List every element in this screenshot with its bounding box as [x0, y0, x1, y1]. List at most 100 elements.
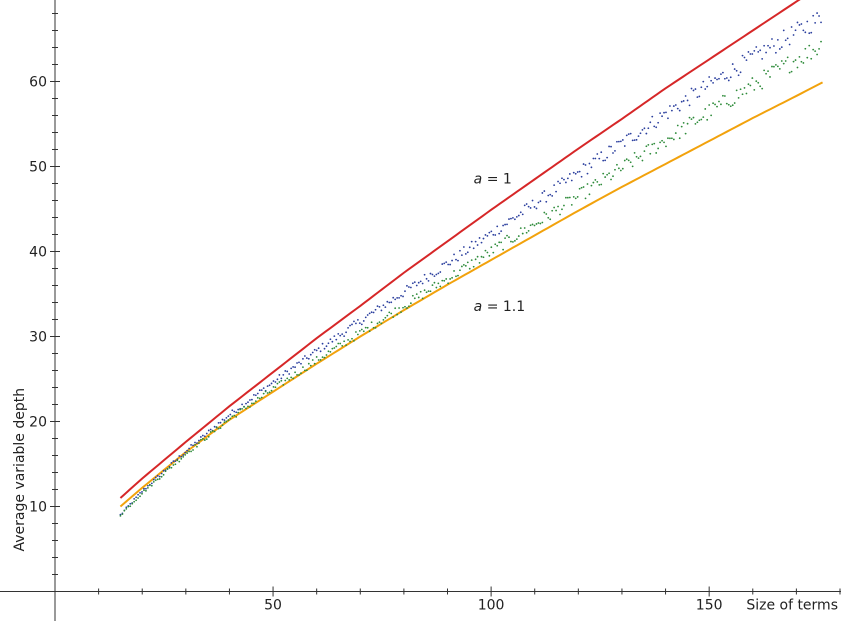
- series-point: [431, 273, 434, 276]
- series-point: [239, 408, 242, 411]
- series-point: [290, 376, 293, 379]
- series-point: [364, 326, 367, 329]
- series-point: [784, 60, 787, 62]
- series-point: [741, 93, 744, 96]
- series-point: [347, 339, 349, 341]
- series-point: [796, 21, 799, 24]
- series-point: [602, 159, 605, 162]
- series-point: [533, 206, 536, 208]
- series-point: [517, 235, 520, 237]
- series-point: [372, 326, 375, 329]
- series-point: [566, 196, 569, 199]
- series-point: [396, 313, 399, 316]
- series-point: [661, 139, 663, 142]
- series-point: [343, 340, 346, 343]
- series-point: [625, 134, 628, 137]
- series-point: [376, 305, 379, 308]
- series-point: [810, 31, 813, 34]
- y-tick-label: 50: [29, 160, 47, 176]
- series-point: [317, 347, 320, 350]
- series-point: [568, 196, 571, 199]
- series-point: [292, 377, 295, 380]
- series-point: [162, 469, 165, 472]
- series-point: [482, 256, 485, 259]
- series-point: [331, 347, 334, 350]
- series-point: [692, 89, 695, 92]
- series-point: [360, 328, 363, 331]
- series-point: [704, 108, 707, 110]
- series-point: [641, 129, 644, 131]
- series-point: [182, 456, 185, 458]
- series-point: [818, 15, 820, 17]
- series-point: [396, 297, 399, 299]
- series-point: [790, 26, 793, 28]
- series-point: [510, 217, 512, 220]
- series-point: [565, 196, 567, 199]
- series-point: [441, 263, 444, 265]
- series-point: [252, 402, 255, 405]
- series-point: [404, 290, 406, 293]
- series-point: [398, 307, 400, 309]
- series-point: [435, 286, 438, 289]
- series-point: [617, 167, 620, 170]
- series-point: [313, 348, 316, 351]
- series-point: [441, 279, 444, 282]
- series-point: [541, 192, 544, 194]
- series-point: [268, 384, 271, 387]
- series-point: [231, 415, 234, 418]
- series-point: [688, 116, 691, 119]
- labels: Size of terms Average variable depth a = 1…: [12, 172, 838, 614]
- series-point: [794, 59, 797, 61]
- series-point: [478, 237, 481, 239]
- series-point: [808, 44, 811, 47]
- series-point: [645, 145, 648, 148]
- series-point: [170, 466, 173, 469]
- series-point: [633, 139, 636, 142]
- series-point: [366, 314, 369, 316]
- series-point: [733, 102, 736, 104]
- series-point: [621, 167, 624, 170]
- series-point: [545, 200, 548, 203]
- series-point: [500, 241, 503, 244]
- series-point: [700, 86, 703, 89]
- series-point: [174, 463, 177, 466]
- series-point: [525, 231, 528, 234]
- series-point: [364, 316, 367, 319]
- y-tick-label: 10: [29, 500, 47, 516]
- series-point: [535, 207, 538, 210]
- series-point: [282, 373, 285, 376]
- series-point: [547, 194, 550, 197]
- series-point: [400, 311, 402, 313]
- series-point: [205, 432, 208, 435]
- series-point: [337, 332, 340, 335]
- series-point: [221, 424, 224, 427]
- series-point: [788, 71, 791, 74]
- series-point: [490, 230, 493, 233]
- series-point: [604, 176, 607, 178]
- series-point: [572, 196, 575, 198]
- series-point: [578, 170, 581, 173]
- series-point: [305, 369, 308, 372]
- series-point: [339, 342, 342, 345]
- series-point: [792, 34, 795, 36]
- series-point: [127, 505, 130, 508]
- series-point: [170, 461, 173, 464]
- series-point: [521, 232, 524, 235]
- series-point: [517, 214, 520, 217]
- series-point: [237, 411, 240, 414]
- series-point: [798, 24, 801, 26]
- series-point: [678, 137, 681, 140]
- series-point: [722, 71, 724, 74]
- series-point: [682, 100, 685, 102]
- series-point: [351, 337, 353, 340]
- series-point: [380, 309, 383, 312]
- series-point: [125, 507, 128, 510]
- series-point: [720, 73, 722, 76]
- series-point: [315, 349, 318, 352]
- series-point: [468, 267, 471, 270]
- series-point: [647, 127, 650, 130]
- series-point: [309, 353, 312, 356]
- series-point: [590, 184, 593, 187]
- series-point: [415, 293, 418, 296]
- series-point: [137, 493, 139, 496]
